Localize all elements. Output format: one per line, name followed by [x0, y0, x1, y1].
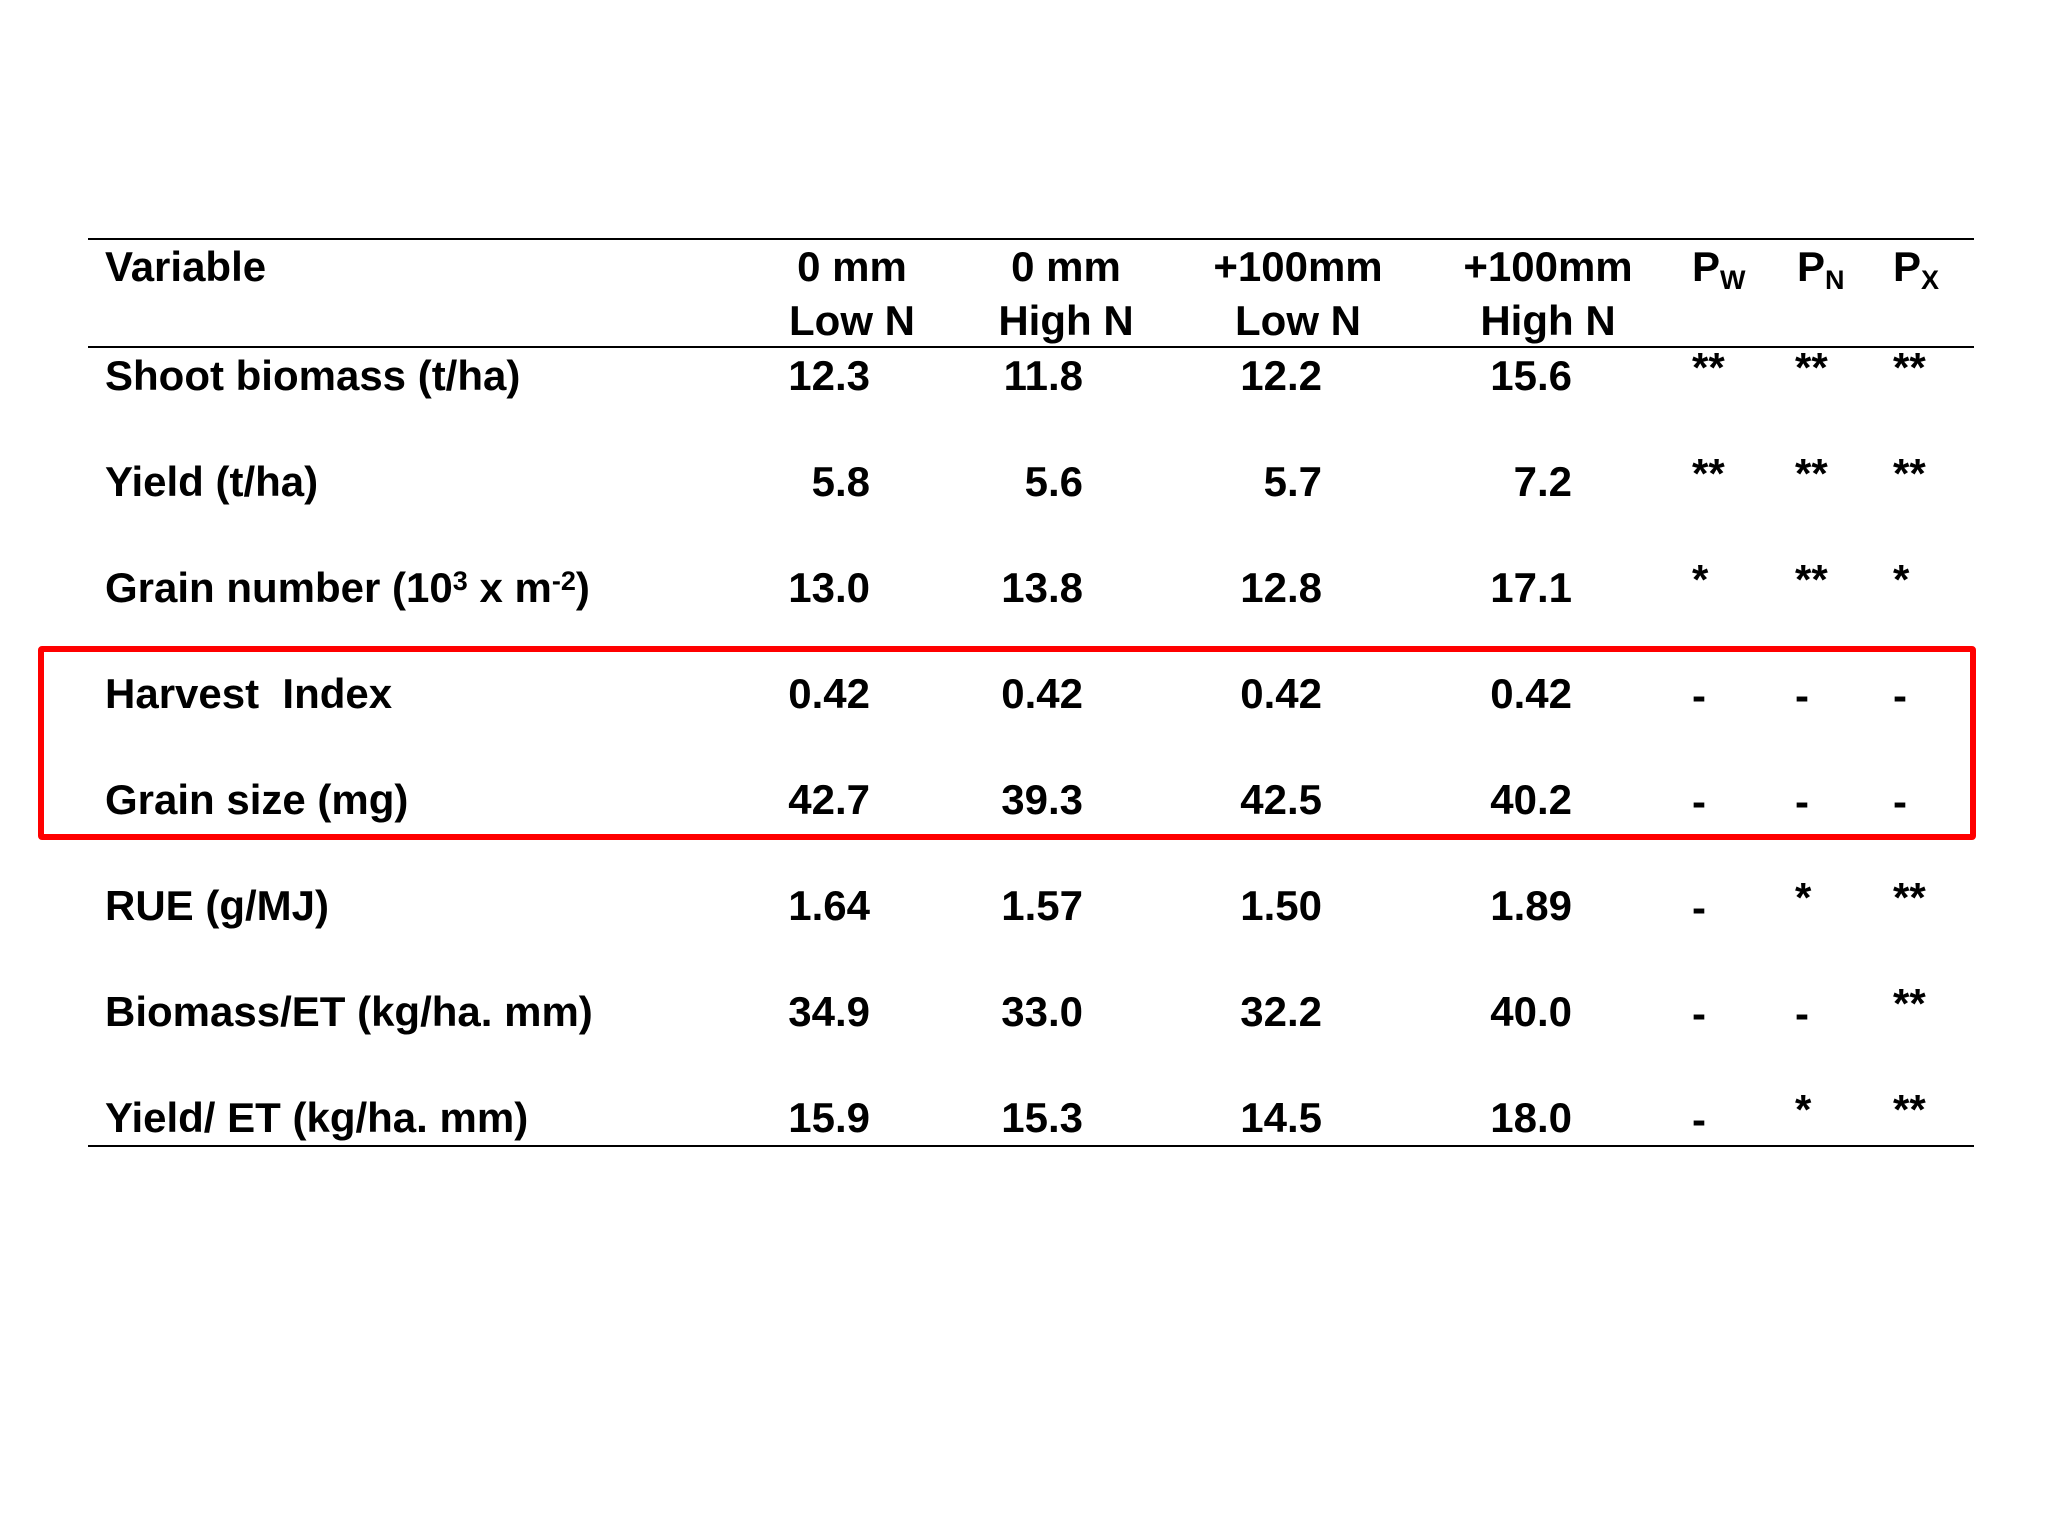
value-cell: 42.7: [788, 776, 870, 823]
table-row: Shoot biomass (t/ha) 12.3 11.8 12.2 15.6 ** **…: [0, 344, 2048, 406]
table-row: Yield (t/ha) 5.8 5.6 5.7 7.2 ** ** **: [0, 450, 2048, 512]
value-cell: 33.0: [1001, 988, 1083, 1035]
significance-cell: *: [1893, 556, 1910, 603]
header-line-1: 0 mm: [797, 243, 907, 290]
header-col-100mm-low-n: +100mm Low N: [1213, 240, 1382, 348]
table-bottom-rule: [88, 1145, 1974, 1147]
header-line-2: High N: [1480, 297, 1616, 344]
header-col-100mm-high-n: +100mm High N: [1463, 240, 1632, 348]
value-cell: 11.8: [1003, 352, 1083, 399]
significance-cell: -: [1893, 672, 1907, 719]
header-col-0mm-high-n: 0 mm High N: [998, 240, 1133, 348]
header-line-1: 0 mm: [1011, 243, 1121, 290]
table-row: Yield/ ET (kg/ha. mm) 15.9 15.3 14.5 18.0- * *…: [0, 1086, 2048, 1148]
significance-cell: *: [1692, 556, 1709, 603]
significance-cell: **: [1795, 450, 1828, 497]
table-top-rule: [88, 238, 1974, 240]
significance-cell: **: [1893, 450, 1926, 497]
significance-cell: **: [1893, 1086, 1926, 1133]
header-line-1: +100mm: [1213, 243, 1383, 290]
significance-cell: -: [1795, 990, 1809, 1037]
table-header-rule: [88, 346, 1974, 348]
table-row: Harvest Index 0.42 0.42 0.42 0.42 - - -: [0, 664, 2048, 724]
header-px: PX: [1893, 243, 1940, 295]
row-label: Shoot biomass (t/ha): [105, 352, 521, 399]
header-line-2: Low N: [789, 297, 915, 344]
significance-cell: -: [1795, 672, 1809, 719]
row-label: Biomass/ET (kg/ha. mm): [105, 988, 593, 1035]
significance-cell: **: [1795, 556, 1828, 603]
significance-cell: **: [1692, 344, 1725, 391]
significance-cell: -: [1692, 1096, 1706, 1143]
value-cell: 5.6: [1024, 458, 1083, 505]
value-cell: 32.2: [1240, 988, 1322, 1035]
header-line-2: High N: [998, 297, 1134, 344]
row-label: Yield (t/ha): [105, 458, 319, 505]
value-cell: 42.5: [1240, 776, 1322, 823]
value-cell: 15.6: [1490, 352, 1572, 399]
table-row: Biomass/ET (kg/ha. mm) 34.9 33.0 32.2 40.0 - -…: [0, 980, 2048, 1042]
value-cell: 0.42: [1240, 670, 1322, 717]
value-cell: 1.64: [788, 882, 870, 929]
row-label: Yield/ ET (kg/ha. mm): [105, 1094, 529, 1141]
row-label: Grain number (103 x m-2): [105, 564, 590, 611]
header-line-1: +100mm: [1463, 243, 1633, 290]
value-cell: 5.8: [811, 458, 870, 505]
value-cell: 1.50: [1240, 882, 1322, 929]
significance-cell: -: [1692, 990, 1706, 1037]
significance-cell: -: [1795, 778, 1809, 825]
value-cell: 13.8: [1001, 564, 1083, 611]
header-pw: PW: [1692, 243, 1746, 295]
value-cell: 40.2: [1490, 776, 1572, 823]
value-cell: 40.0: [1490, 988, 1572, 1035]
row-label: Grain size (mg): [105, 776, 409, 823]
table-row: Grain number (103 x m-2) 13.0 13.8 12.8 17.1…: [0, 556, 2048, 618]
significance-cell: **: [1795, 344, 1828, 391]
value-cell: 17.1: [1490, 564, 1572, 611]
row-label: RUE (g/MJ): [105, 882, 329, 929]
value-cell: 0.42: [1490, 670, 1572, 717]
significance-cell: **: [1893, 980, 1926, 1027]
significance-cell: **: [1893, 874, 1926, 921]
value-cell: 12.3: [788, 352, 870, 399]
value-cell: 15.9: [788, 1094, 870, 1141]
significance-cell: **: [1893, 344, 1926, 391]
value-cell: 15.3: [1001, 1094, 1083, 1141]
table-row: RUE (g/MJ) 1.64 1.57 1.50 1.89- * **: [0, 874, 2048, 936]
value-cell: 1.89: [1490, 882, 1572, 929]
value-cell: 14.5: [1240, 1094, 1322, 1141]
header-pn: PN: [1797, 243, 1845, 295]
value-cell: 18.0: [1490, 1094, 1572, 1141]
value-cell: 5.7: [1263, 458, 1322, 505]
significance-cell: **: [1692, 450, 1725, 497]
significance-cell: -: [1893, 778, 1907, 825]
value-cell: 39.3: [1001, 776, 1083, 823]
value-cell: 0.42: [1001, 670, 1083, 717]
header-variable: Variable: [105, 243, 267, 290]
value-cell: 0.42: [788, 670, 870, 717]
row-label: Harvest Index: [105, 670, 393, 717]
significance-cell: -: [1692, 884, 1706, 931]
significance-cell: *: [1795, 874, 1812, 921]
value-cell: 13.0: [788, 564, 870, 611]
value-cell: 7.2: [1513, 458, 1572, 505]
header-line-2: Low N: [1235, 297, 1361, 344]
significance-cell: -: [1692, 778, 1706, 825]
value-cell: 12.8: [1240, 564, 1322, 611]
significance-cell: -: [1692, 672, 1706, 719]
significance-cell: *: [1795, 1086, 1812, 1133]
value-cell: 34.9: [788, 988, 870, 1035]
value-cell: 1.57: [1001, 882, 1083, 929]
header-col-0mm-low-n: 0 mm Low N: [789, 240, 915, 348]
highlight-box: [38, 646, 1976, 840]
table-row: Grain size (mg) 42.7 39.3 42.5 40.2 - - -: [0, 770, 2048, 830]
value-cell: 12.2: [1240, 352, 1322, 399]
